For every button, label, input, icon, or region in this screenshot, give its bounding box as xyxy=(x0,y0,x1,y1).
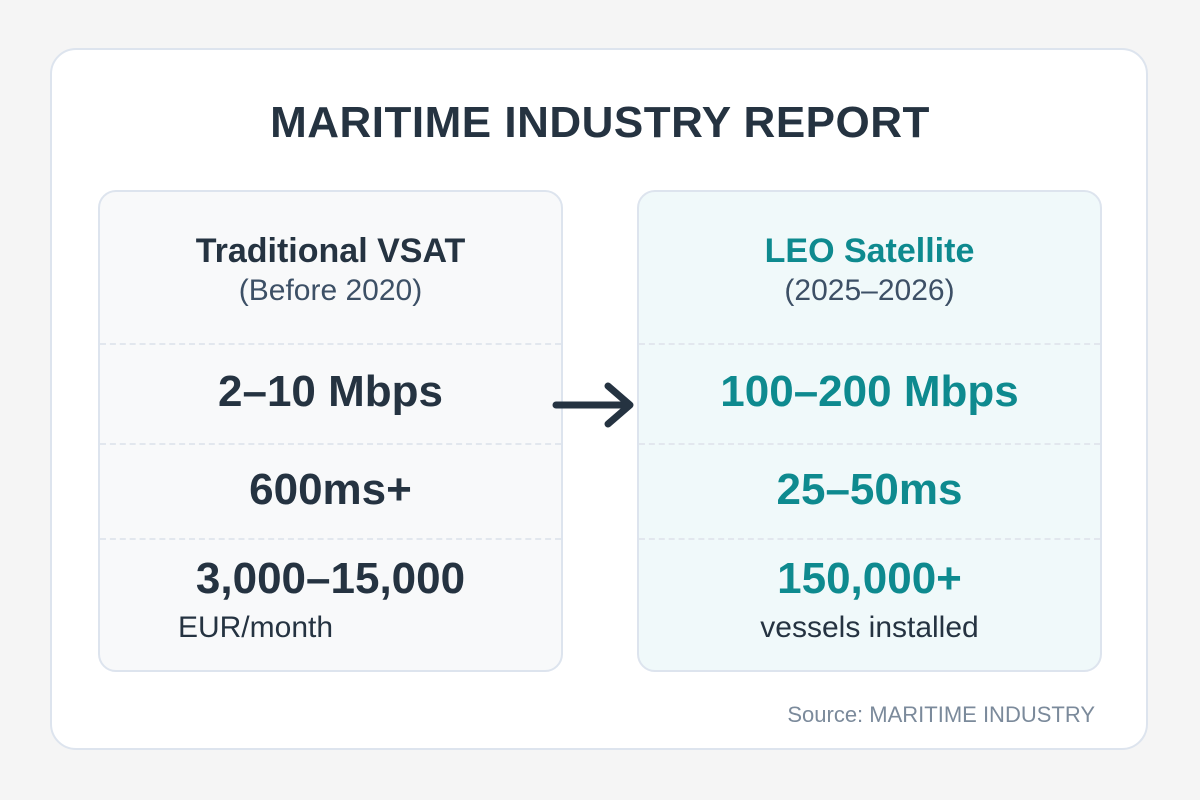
arrow-right-icon xyxy=(552,382,634,428)
cost-value: 3,000–15,000 xyxy=(195,554,466,603)
speed-value: 2–10 Mbps xyxy=(218,367,443,416)
speed-value: 100–200 Mbps xyxy=(720,367,1019,416)
divider xyxy=(639,538,1100,540)
panel-title: Traditional VSAT xyxy=(195,232,466,270)
panel-title: LEO Satellite xyxy=(764,232,975,270)
page-title: MARITIME INDUSTRY REPORT xyxy=(270,98,930,147)
divider xyxy=(100,443,561,445)
divider xyxy=(100,343,561,345)
latency-value: 25–50ms xyxy=(776,465,963,514)
vessel-count-value: 150,000+ xyxy=(777,554,962,603)
source-note: Source: MARITIME INDUSTRY xyxy=(787,702,1095,727)
latency-value: 600ms+ xyxy=(249,465,412,514)
cost-unit: EUR/month xyxy=(177,611,334,644)
panel-period: (2025–2026) xyxy=(784,274,955,307)
divider xyxy=(639,343,1100,345)
divider xyxy=(639,443,1100,445)
traditional-vsat-panel: Traditional VSAT (Before 2020) 2–10 Mbps… xyxy=(98,190,563,672)
leo-satellite-panel: LEO Satellite (2025–2026) 100–200 Mbps 2… xyxy=(637,190,1102,672)
panel-period: (Before 2020) xyxy=(238,274,423,307)
vessel-count-unit: vessels installed xyxy=(760,611,979,644)
divider xyxy=(100,538,561,540)
